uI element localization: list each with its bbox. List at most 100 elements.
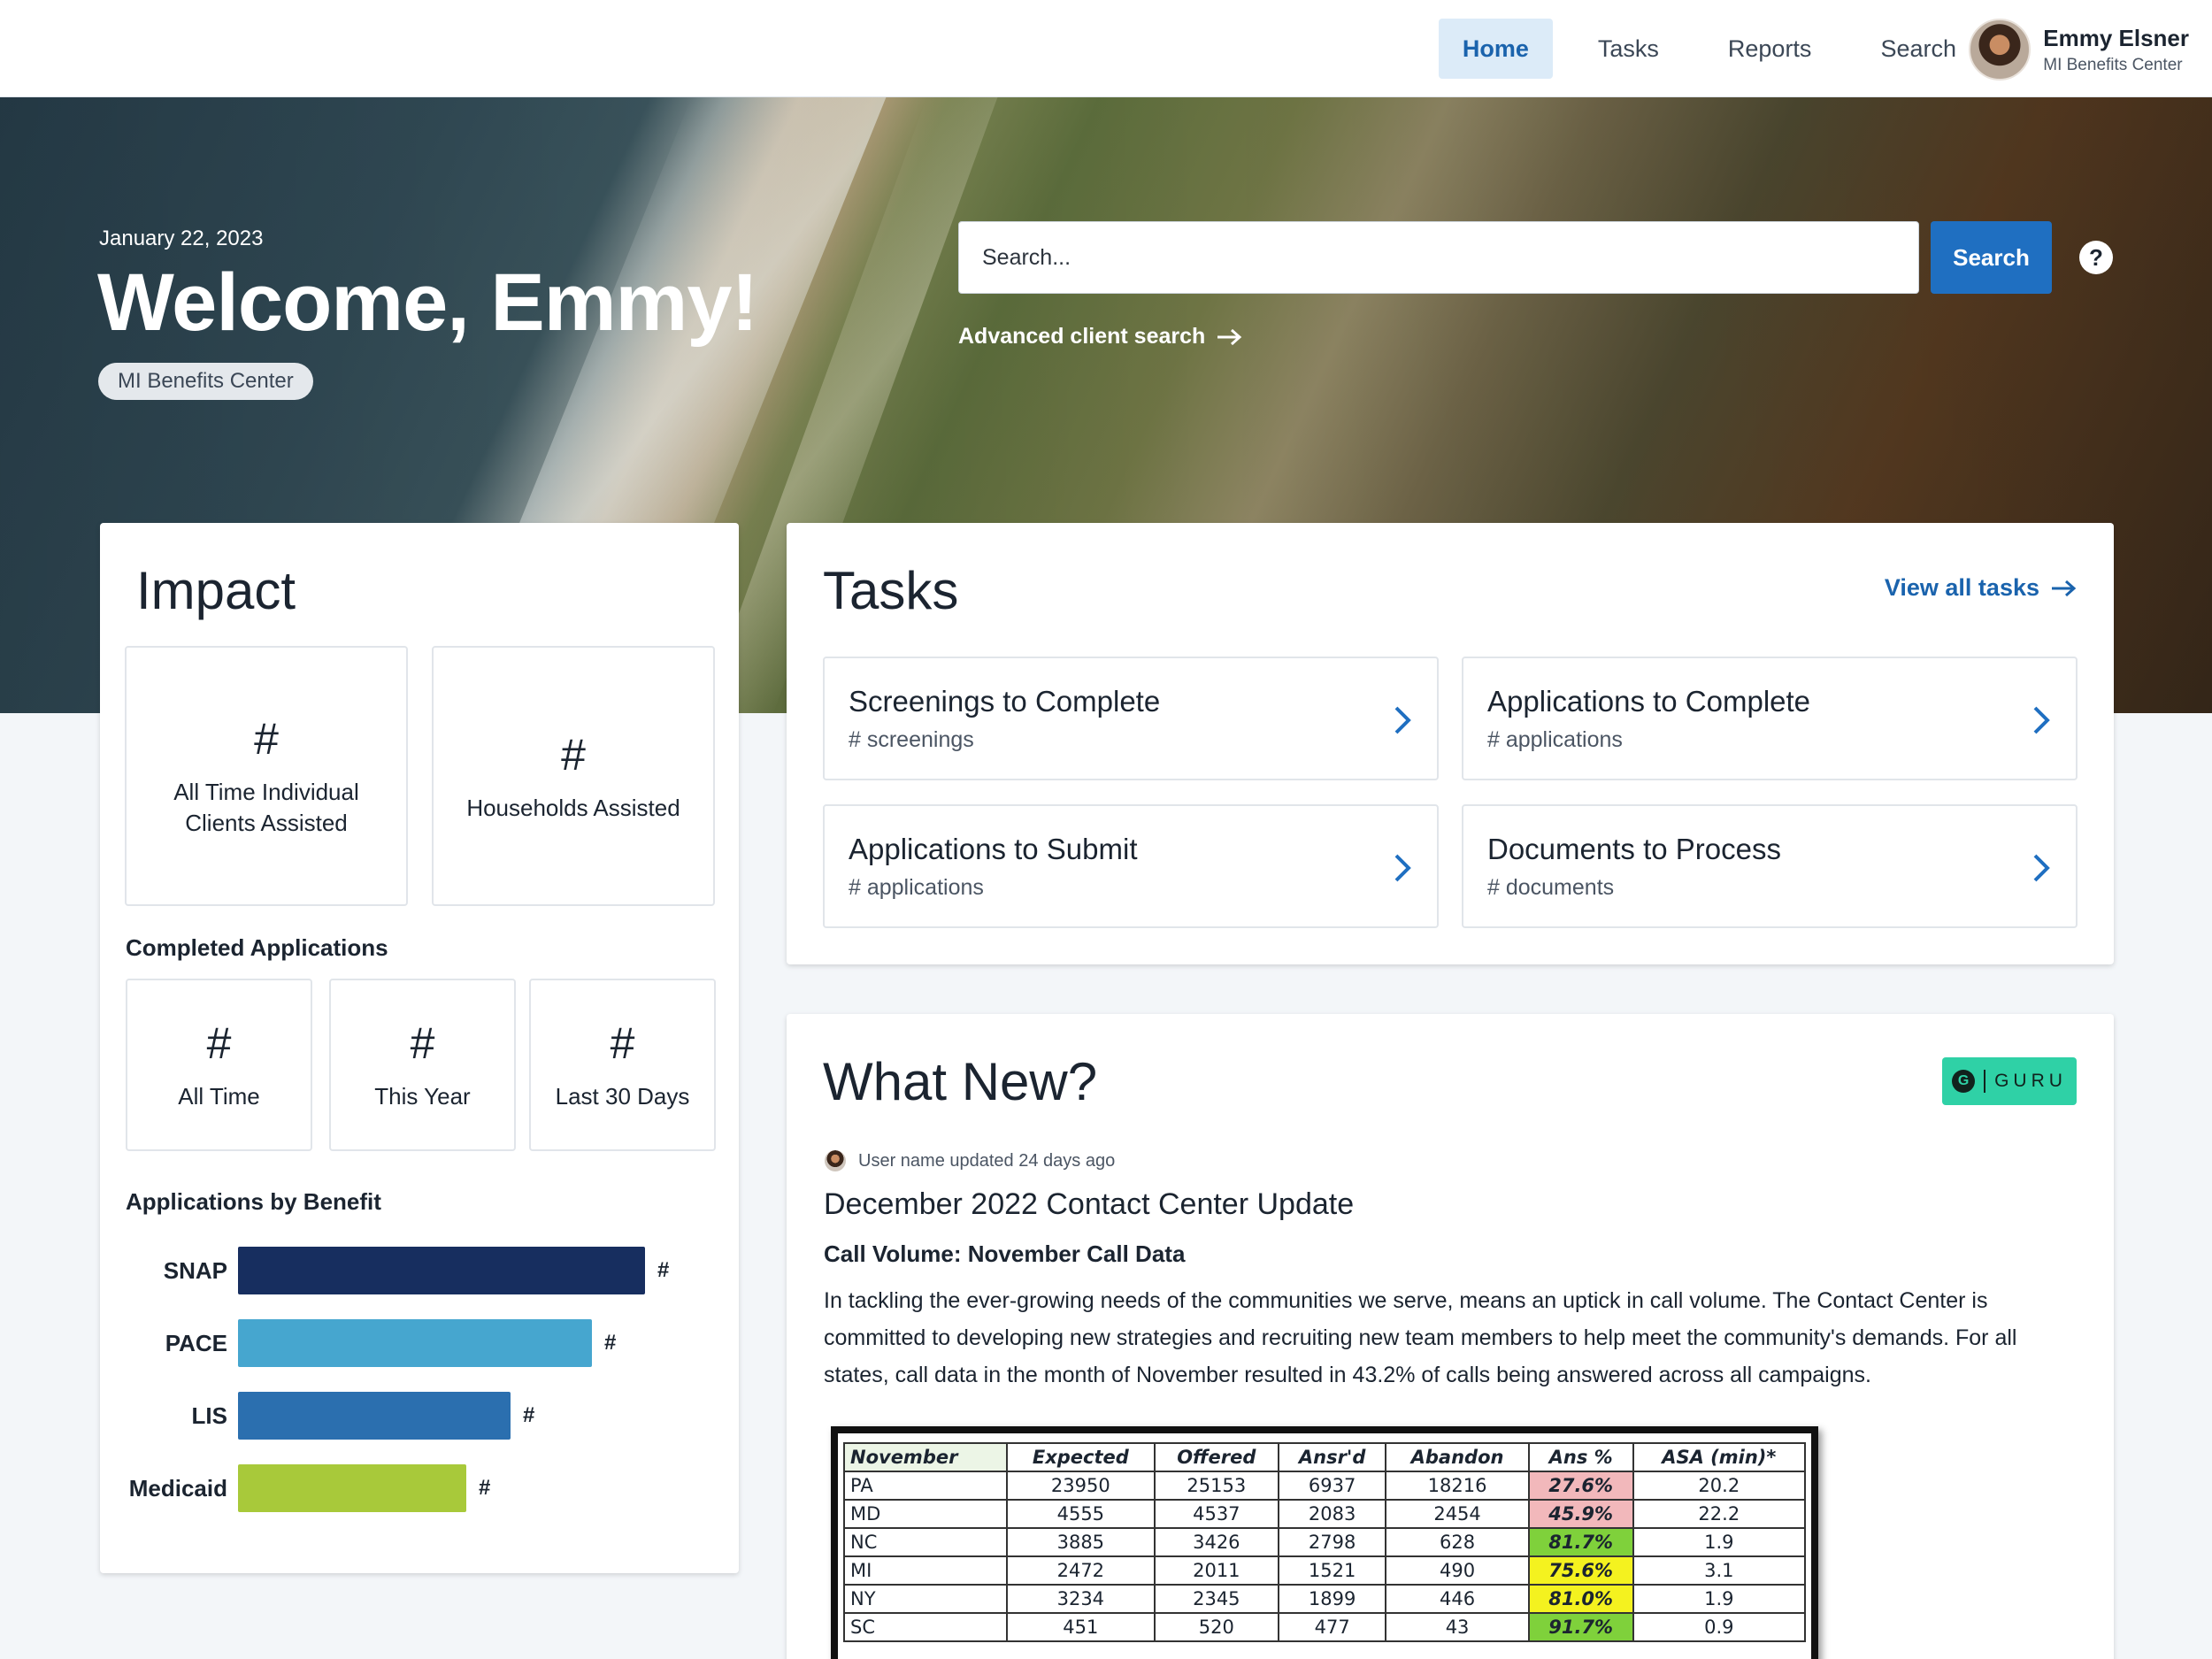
task-count: # applications (849, 875, 984, 900)
org-badge: MI Benefits Center (98, 363, 313, 400)
guru-divider (1984, 1070, 1986, 1093)
table-cell-state: PA (843, 1471, 1008, 1501)
tasks-card: Tasks View all tasks Screenings to Compl… (787, 523, 2114, 964)
guru-logo-icon: G (1952, 1070, 1976, 1093)
table-header-cell: Abandon (1385, 1442, 1530, 1472)
whats-new-card: What New? G GURU User name updated 24 da… (787, 1014, 2114, 1659)
task-documents-to-process[interactable]: Documents to Process # documents (1462, 804, 2078, 928)
nav-reports[interactable]: Reports (1727, 35, 1812, 62)
task-title: Documents to Process (1487, 833, 1781, 865)
stat-label: All Time (178, 1083, 260, 1110)
task-title: Screenings to Complete (849, 685, 1161, 718)
bar-value-label: # (604, 1331, 617, 1355)
author-avatar (825, 1150, 846, 1171)
table-row: MI 2472 2011 1521 490 75.6% 3.1 (843, 1555, 1807, 1586)
table-cell-ans: 75.6% (1527, 1555, 1634, 1586)
table-cell-state: MD (843, 1499, 1008, 1529)
news-subheading: Call Volume: November Call Data (824, 1240, 1186, 1267)
call-data-table-image: November Expected Offered Ansr'd Abandon Ans … (831, 1426, 1818, 1659)
bar-snap[interactable] (238, 1247, 645, 1294)
whats-new-title: What New? (823, 1052, 1098, 1111)
stat-value: # (206, 1018, 232, 1068)
table-cell-expected: 3885 (1005, 1527, 1156, 1557)
table-cell-ans: 45.9% (1527, 1499, 1634, 1529)
table-cell-expected: 2472 (1005, 1555, 1156, 1586)
user-menu[interactable]: Emmy Elsner MI Benefits Center (1969, 19, 2189, 81)
task-count: # screenings (849, 727, 974, 752)
table-cell-offered: 25153 (1153, 1471, 1279, 1501)
table-cell-abandon: 2454 (1385, 1499, 1530, 1529)
task-title: Applications to Complete (1487, 685, 1811, 718)
nav-search[interactable]: Search (1880, 35, 1956, 62)
nav-home[interactable]: Home (1438, 19, 1553, 79)
task-applications-to-submit[interactable]: Applications to Submit # applications (823, 804, 1439, 928)
table-cell-abandon: 446 (1385, 1584, 1530, 1614)
task-title: Applications to Submit (849, 833, 1138, 865)
chevron-right-icon (2033, 854, 2050, 882)
user-org: MI Benefits Center (2043, 55, 2183, 74)
table-cell-abandon: 43 (1385, 1612, 1530, 1642)
table-cell-abandon: 490 (1385, 1555, 1530, 1586)
stat-all-time: # All Time (126, 979, 312, 1151)
arrow-right-icon (2052, 580, 2077, 596)
stat-value: # (610, 1018, 635, 1068)
bar-row-lis: LIS # (100, 1392, 739, 1440)
chevron-right-icon (1394, 854, 1411, 882)
task-count: # documents (1487, 875, 1615, 900)
nav-tasks[interactable]: Tasks (1597, 35, 1659, 62)
table-cell-offered: 4537 (1153, 1499, 1279, 1529)
table-cell-expected: 4555 (1005, 1499, 1156, 1529)
avatar[interactable] (1969, 19, 2032, 81)
advanced-search-link[interactable]: Advanced client search (958, 324, 1242, 349)
advanced-search-label: Advanced client search (958, 324, 1206, 349)
view-all-tasks-link[interactable]: View all tasks (1885, 574, 2077, 602)
task-applications-to-complete[interactable]: Applications to Complete # applications (1462, 657, 2078, 780)
search-input[interactable] (958, 221, 1919, 294)
nav-links: Home Tasks Reports Search (1438, 19, 1980, 79)
table-cell-offered: 2345 (1153, 1584, 1279, 1614)
post-meta: User name updated 24 days ago (825, 1150, 1115, 1171)
bar-medicaid[interactable] (238, 1464, 466, 1512)
tasks-title: Tasks (823, 561, 959, 620)
table-header-cell: Ans % (1527, 1442, 1634, 1472)
chevron-right-icon (1394, 706, 1411, 734)
bar-value-label: # (523, 1403, 535, 1427)
top-nav: Home Tasks Reports Search Emmy Elsner MI… (0, 0, 2212, 97)
stat-label: Households Assisted (466, 794, 680, 821)
bar-label: SNAP (163, 1257, 227, 1284)
table-cell-ansrd: 6937 (1277, 1471, 1387, 1501)
stat-value: # (254, 714, 279, 764)
bar-pace[interactable] (238, 1319, 592, 1367)
completed-applications-label: Completed Applications (126, 934, 388, 961)
table-cell-asa: 1.9 (1632, 1584, 1807, 1614)
table-row: PA 23950 25153 6937 18216 27.6% 20.2 (843, 1471, 1807, 1501)
stat-label: This Year (374, 1083, 471, 1110)
table-row: SC 451 520 477 43 91.7% 0.9 (843, 1612, 1807, 1642)
help-icon[interactable]: ? (2079, 241, 2113, 274)
bar-row-snap: SNAP # (100, 1247, 739, 1294)
stat-last-30-days: # Last 30 Days (529, 979, 716, 1151)
table-cell-abandon: 18216 (1385, 1471, 1530, 1501)
table-cell-state: SC (843, 1612, 1008, 1642)
table-header-cell: ASA (min)* (1632, 1442, 1807, 1472)
bar-row-pace: PACE # (100, 1319, 739, 1367)
news-headline[interactable]: December 2022 Contact Center Update (824, 1187, 1355, 1221)
table-cell-ans: 91.7% (1527, 1612, 1634, 1642)
table-cell-asa: 22.2 (1632, 1499, 1807, 1529)
news-body: In tackling the ever-growing needs of th… (824, 1288, 2017, 1387)
table-cell-ansrd: 477 (1277, 1612, 1387, 1642)
table-cell-ansrd: 1899 (1277, 1584, 1387, 1614)
search-button[interactable]: Search (1931, 221, 2052, 294)
bar-label: LIS (191, 1402, 227, 1429)
stat-label: Last 30 Days (555, 1083, 690, 1110)
table-cell-asa: 3.1 (1632, 1555, 1807, 1586)
table-cell-ansrd: 1521 (1277, 1555, 1387, 1586)
guru-badge[interactable]: G GURU (1942, 1057, 2077, 1105)
table-cell-offered: 520 (1153, 1612, 1279, 1642)
table-cell-ansrd: 2083 (1277, 1499, 1387, 1529)
task-screenings-to-complete[interactable]: Screenings to Complete # screenings (823, 657, 1439, 780)
bar-row-medicaid: Medicaid # (100, 1464, 739, 1512)
table-cell-offered: 2011 (1153, 1555, 1279, 1586)
bar-lis[interactable] (238, 1392, 511, 1440)
table-cell-abandon: 628 (1385, 1527, 1530, 1557)
